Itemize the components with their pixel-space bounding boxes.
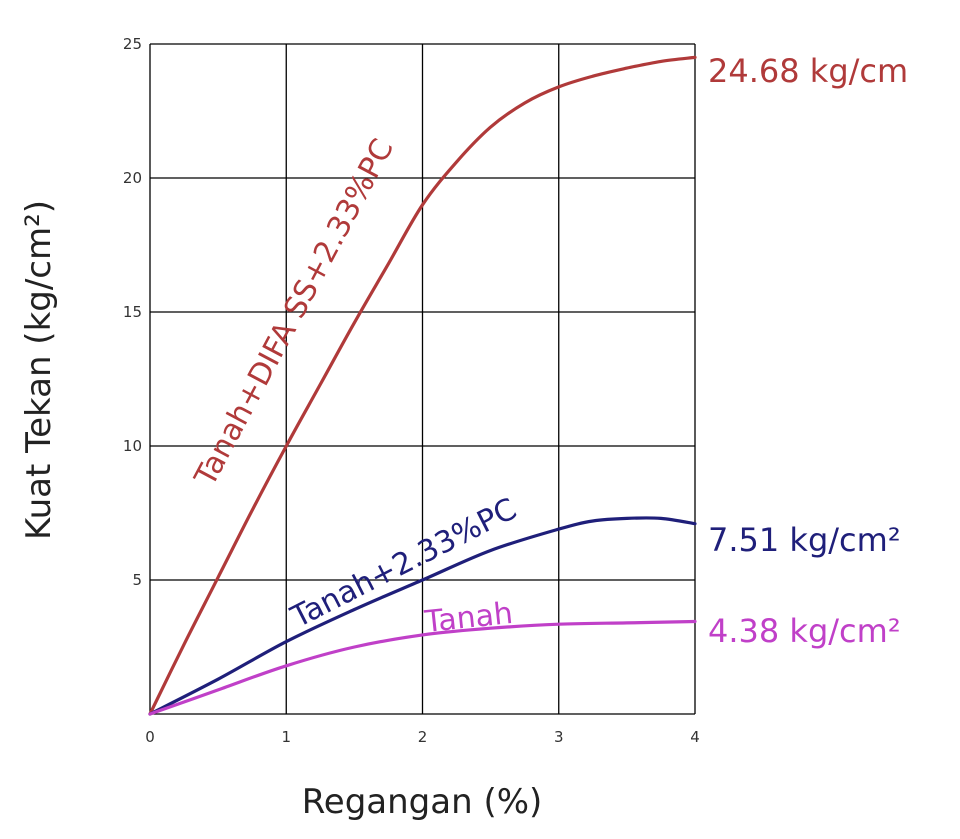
x-tick-label-4: 4: [690, 728, 700, 746]
end-value-label-tanah-pc: 7.51 kg/cm²: [708, 521, 901, 559]
grid: [149, 43, 696, 715]
end-value-label-tanah-difa: 24.68 kg/cm: [708, 52, 908, 90]
y-tick-label-4: 25: [123, 35, 142, 53]
series-labels: Tanah+DIFA SS+2.33%PC Tanah+2.33%PC Tana…: [188, 52, 908, 650]
y-tick-label-3: 20: [123, 169, 142, 187]
x-axis-title: Regangan (%): [302, 782, 543, 822]
y-tick-label-2: 15: [123, 303, 142, 321]
x-tick-label-0: 0: [145, 728, 155, 746]
x-tick-label-2: 2: [418, 728, 428, 746]
series-lines: [148, 55, 697, 716]
series-line-tanah: [148, 619, 697, 716]
y-tick-label-0: 5: [132, 571, 142, 589]
tick-labels: 0 1 2 3 4 5 10 15 20 25: [123, 35, 700, 746]
end-value-label-tanah: 4.38 kg/cm²: [708, 612, 901, 650]
series-line-tanah-pc: [148, 516, 697, 716]
series-line-tanah-difa: [148, 55, 697, 716]
x-tick-label-3: 3: [554, 728, 564, 746]
y-axis-title: Kuat Tekan (kg/cm²): [19, 200, 59, 540]
series-label-tanah: Tanah: [422, 596, 514, 640]
y-tick-label-1: 10: [123, 437, 142, 455]
series-label-tanah-difa: Tanah+DIFA SS+2.33%PC: [188, 133, 401, 492]
x-tick-label-1: 1: [281, 728, 291, 746]
